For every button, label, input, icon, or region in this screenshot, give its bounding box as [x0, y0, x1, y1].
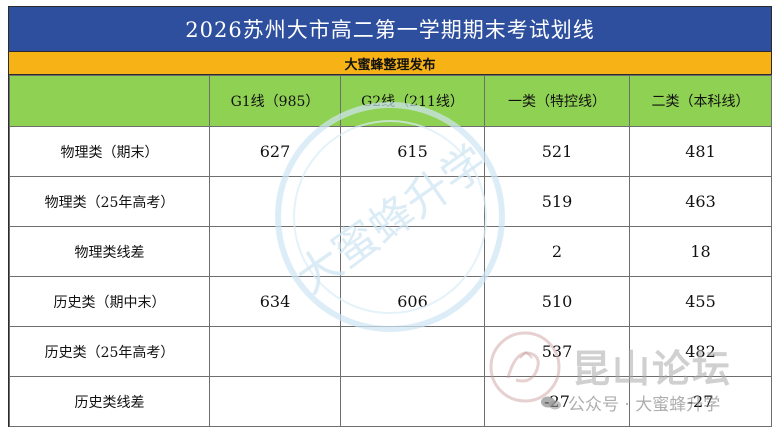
table-row: 物理类（25年高考） 519 463: [9, 176, 772, 227]
row-label: 物理类线差: [9, 226, 210, 277]
row-label: 历史类线差: [9, 376, 210, 427]
cell-class1: 519: [484, 176, 630, 227]
row-label: 物理类（25年高考）: [9, 176, 210, 227]
cell-class2: 481: [629, 126, 772, 177]
cell-g2: 615: [340, 126, 485, 177]
row-label: 历史类（25年高考）: [9, 326, 210, 377]
score-table: G1线（985） G2线（211线） 一类（特控线） 二类（本科线） 物理类（期…: [9, 75, 772, 427]
table-row: 历史类（25年高考） 537 482: [9, 326, 772, 377]
cell-class1: 510: [484, 276, 630, 327]
cell-g1: [209, 226, 341, 277]
header-cell-class1: 一类（特控线）: [484, 75, 630, 127]
header-cell-empty: [9, 75, 210, 127]
cell-class2: 463: [629, 176, 772, 227]
header-cell-g1: G1线（985）: [209, 75, 341, 127]
cell-g2: [340, 376, 485, 427]
page-title: 2026苏州大市高二第一学期期末考试划线: [9, 7, 771, 52]
table-row: 历史类（期中末） 634 606 510 455: [9, 276, 772, 327]
table-row: 物理类（期末） 627 615 521 481: [9, 126, 772, 177]
cell-class1: -27: [484, 376, 630, 427]
table-row: 物理类线差 2 18: [9, 226, 772, 277]
cell-class1: 537: [484, 326, 630, 377]
cell-g2: [340, 226, 485, 277]
header-cell-g2: G2线（211线）: [340, 75, 485, 127]
cell-class2: -27: [629, 376, 772, 427]
cell-g1: [209, 376, 341, 427]
cell-g2: [340, 176, 485, 227]
cell-class2: 18: [629, 226, 772, 277]
row-label: 历史类（期中末）: [9, 276, 210, 327]
row-label: 物理类（期末）: [9, 126, 210, 177]
cell-g1: [209, 326, 341, 377]
cell-class2: 455: [629, 276, 772, 327]
cell-class1: 2: [484, 226, 630, 277]
cell-class1: 521: [484, 126, 630, 177]
table-row: 历史类线差 -27 -27: [9, 376, 772, 427]
cell-g2: 606: [340, 276, 485, 327]
cell-g2: [340, 326, 485, 377]
score-table-card: 2026苏州大市高二第一学期期末考试划线 大蜜蜂整理发布 G1线（985） G2…: [8, 6, 772, 427]
subtitle-banner: 大蜜蜂整理发布: [9, 52, 771, 75]
cell-g1: [209, 176, 341, 227]
cell-class2: 482: [629, 326, 772, 377]
cell-g1: 627: [209, 126, 341, 177]
table-header-row: G1线（985） G2线（211线） 一类（特控线） 二类（本科线）: [9, 75, 772, 127]
header-cell-class2: 二类（本科线）: [629, 75, 772, 127]
cell-g1: 634: [209, 276, 341, 327]
